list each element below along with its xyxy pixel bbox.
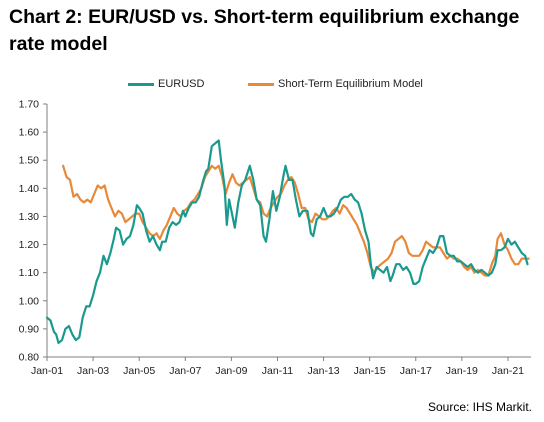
legend-item-eurusd: EURUSD [128,78,204,90]
legend-swatch-eurusd [128,82,154,86]
source-note: Source: IHS Markit. [427,400,532,414]
x-tick-label: Jan-01 [31,365,63,377]
y-tick-label: 1.30 [19,211,40,223]
legend-label-model: Short-Term Equilibrium Model [278,78,423,90]
y-tick-label: 1.60 [19,127,40,139]
y-tick-label: 1.50 [19,155,40,167]
x-tick-label: Jan-11 [262,365,293,377]
legend-swatch-model [248,82,274,86]
y-tick-label: 1.20 [19,239,40,251]
series-line-eurusd [45,139,529,344]
legend-item-model: Short-Term Equilibrium Model [248,78,423,90]
x-tick-label: Jan-19 [446,365,478,377]
x-tick-label: Jan-13 [308,365,340,377]
x-tick-label: Jan-05 [123,365,155,377]
legend-label-eurusd: EURUSD [158,78,205,90]
series-line-model [62,164,530,277]
x-tick-label: Jan-21 [492,365,524,377]
x-tick-label: Jan-15 [354,365,386,377]
x-tick-label: Jan-17 [400,365,432,377]
chart-series [45,139,530,344]
x-tick-label: Jan-03 [77,365,109,377]
y-tick-label: 1.00 [19,295,40,307]
y-tick-label: 1.10 [19,267,40,279]
y-tick-label: 0.80 [19,352,40,364]
legend: EURUSD Short-Term Equilibrium Model [0,78,544,94]
y-tick-label: 1.70 [19,99,40,111]
x-tick-label: Jan-09 [215,365,247,377]
chart-axes: 0.80 0.90 1.00 1.10 1.20 1.30 1.40 1.50 1.60 1.70… [19,99,531,377]
y-tick-label: 1.40 [19,183,40,195]
chart-title: Chart 2: EUR/USD vs. Short-term equilibr… [9,6,520,55]
y-tick-label: 0.90 [19,323,40,335]
x-tick-label: Jan-07 [169,365,201,377]
